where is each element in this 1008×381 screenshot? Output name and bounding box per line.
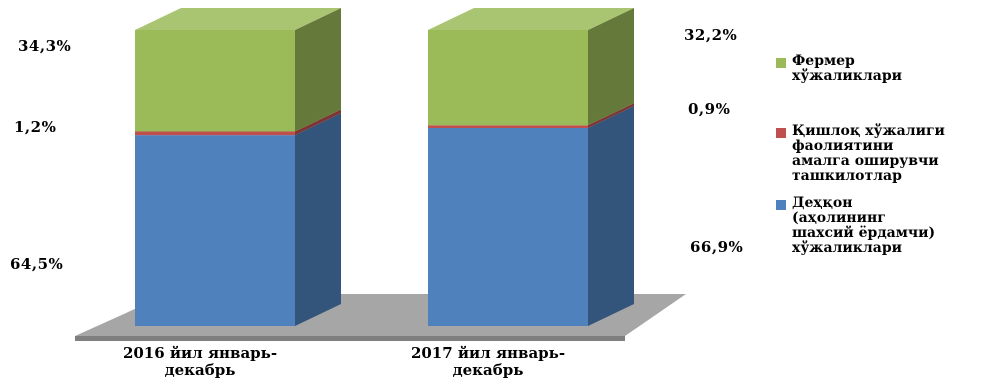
category-label: 2017 йил январь-декабрь (368, 345, 608, 379)
legend-item: Фермер хўжаликлари (776, 54, 977, 84)
legend-label: Фермер хўжаликлари (792, 54, 977, 84)
category-label-line: 2016 йил январь- (122, 344, 278, 362)
bar-front (135, 30, 295, 132)
legend-label-line: хўжаликлари (792, 68, 902, 84)
bar-top (428, 8, 634, 30)
legend-label-line: шахсий ёрдамчи) (792, 225, 936, 241)
bar-segment (428, 105, 634, 326)
bar-side (588, 8, 634, 126)
data-label: 0,9% (688, 100, 731, 118)
bar-segment (428, 8, 634, 126)
bar-segment (135, 113, 341, 326)
bar-segment (135, 8, 341, 132)
legend-label-line: (аҳолининг (792, 210, 886, 226)
bar-front (135, 135, 295, 326)
category-label-line: 2017 йил январь- (410, 344, 566, 362)
data-label: 1,2% (14, 118, 57, 136)
legend-swatch (776, 200, 786, 210)
category-label-line: декабрь (164, 361, 236, 379)
bar-front (428, 127, 588, 326)
legend-label-line: Фермер (792, 53, 855, 69)
legend-swatch (776, 128, 786, 138)
legend-label-line: Деҳқон (792, 195, 853, 211)
bar-side (295, 8, 341, 132)
bar-segment (428, 103, 634, 128)
legend-label-line: амалга оширувчи (792, 153, 939, 169)
bar-side (295, 109, 341, 136)
bar-front (135, 131, 295, 136)
data-label: 66,9% (690, 238, 744, 256)
legend-item: Деҳқон (аҳолининг шахсий ёрдамчи) хўжаликла… (776, 196, 977, 256)
category-label: 2016 йил январь-декабрь (80, 345, 320, 379)
bar-front (428, 125, 588, 128)
legend-label: Қишлоқ хўжалиги фаолиятини амалга оширувчи… (792, 124, 977, 184)
legend-item: Қишлоқ хўжалиги фаолиятини амалга оширувчи… (776, 124, 977, 184)
data-label: 32,2% (684, 26, 738, 44)
bars (135, 8, 634, 326)
category-label-line: декабрь (452, 361, 524, 379)
legend-swatch (776, 58, 786, 68)
legend-label-line: Қишлоқ хўжалиги (792, 123, 945, 139)
bar-front (428, 30, 588, 126)
legend-label-line: хўжаликлари (792, 240, 902, 256)
legend-label-line: ташкилотлар (792, 168, 902, 184)
legend-label-line: фаолиятини (792, 138, 894, 154)
bar-side (588, 103, 634, 128)
floor-edge (75, 336, 625, 341)
bar-side (295, 113, 341, 326)
data-label: 34,3% (18, 37, 72, 55)
data-label: 64,5% (10, 255, 64, 273)
bar-segment (135, 109, 341, 136)
legend-label: Деҳқон (аҳолининг шахсий ёрдамчи) хўжаликла… (792, 196, 977, 256)
bar-top (135, 8, 341, 30)
bar-side (588, 105, 634, 326)
